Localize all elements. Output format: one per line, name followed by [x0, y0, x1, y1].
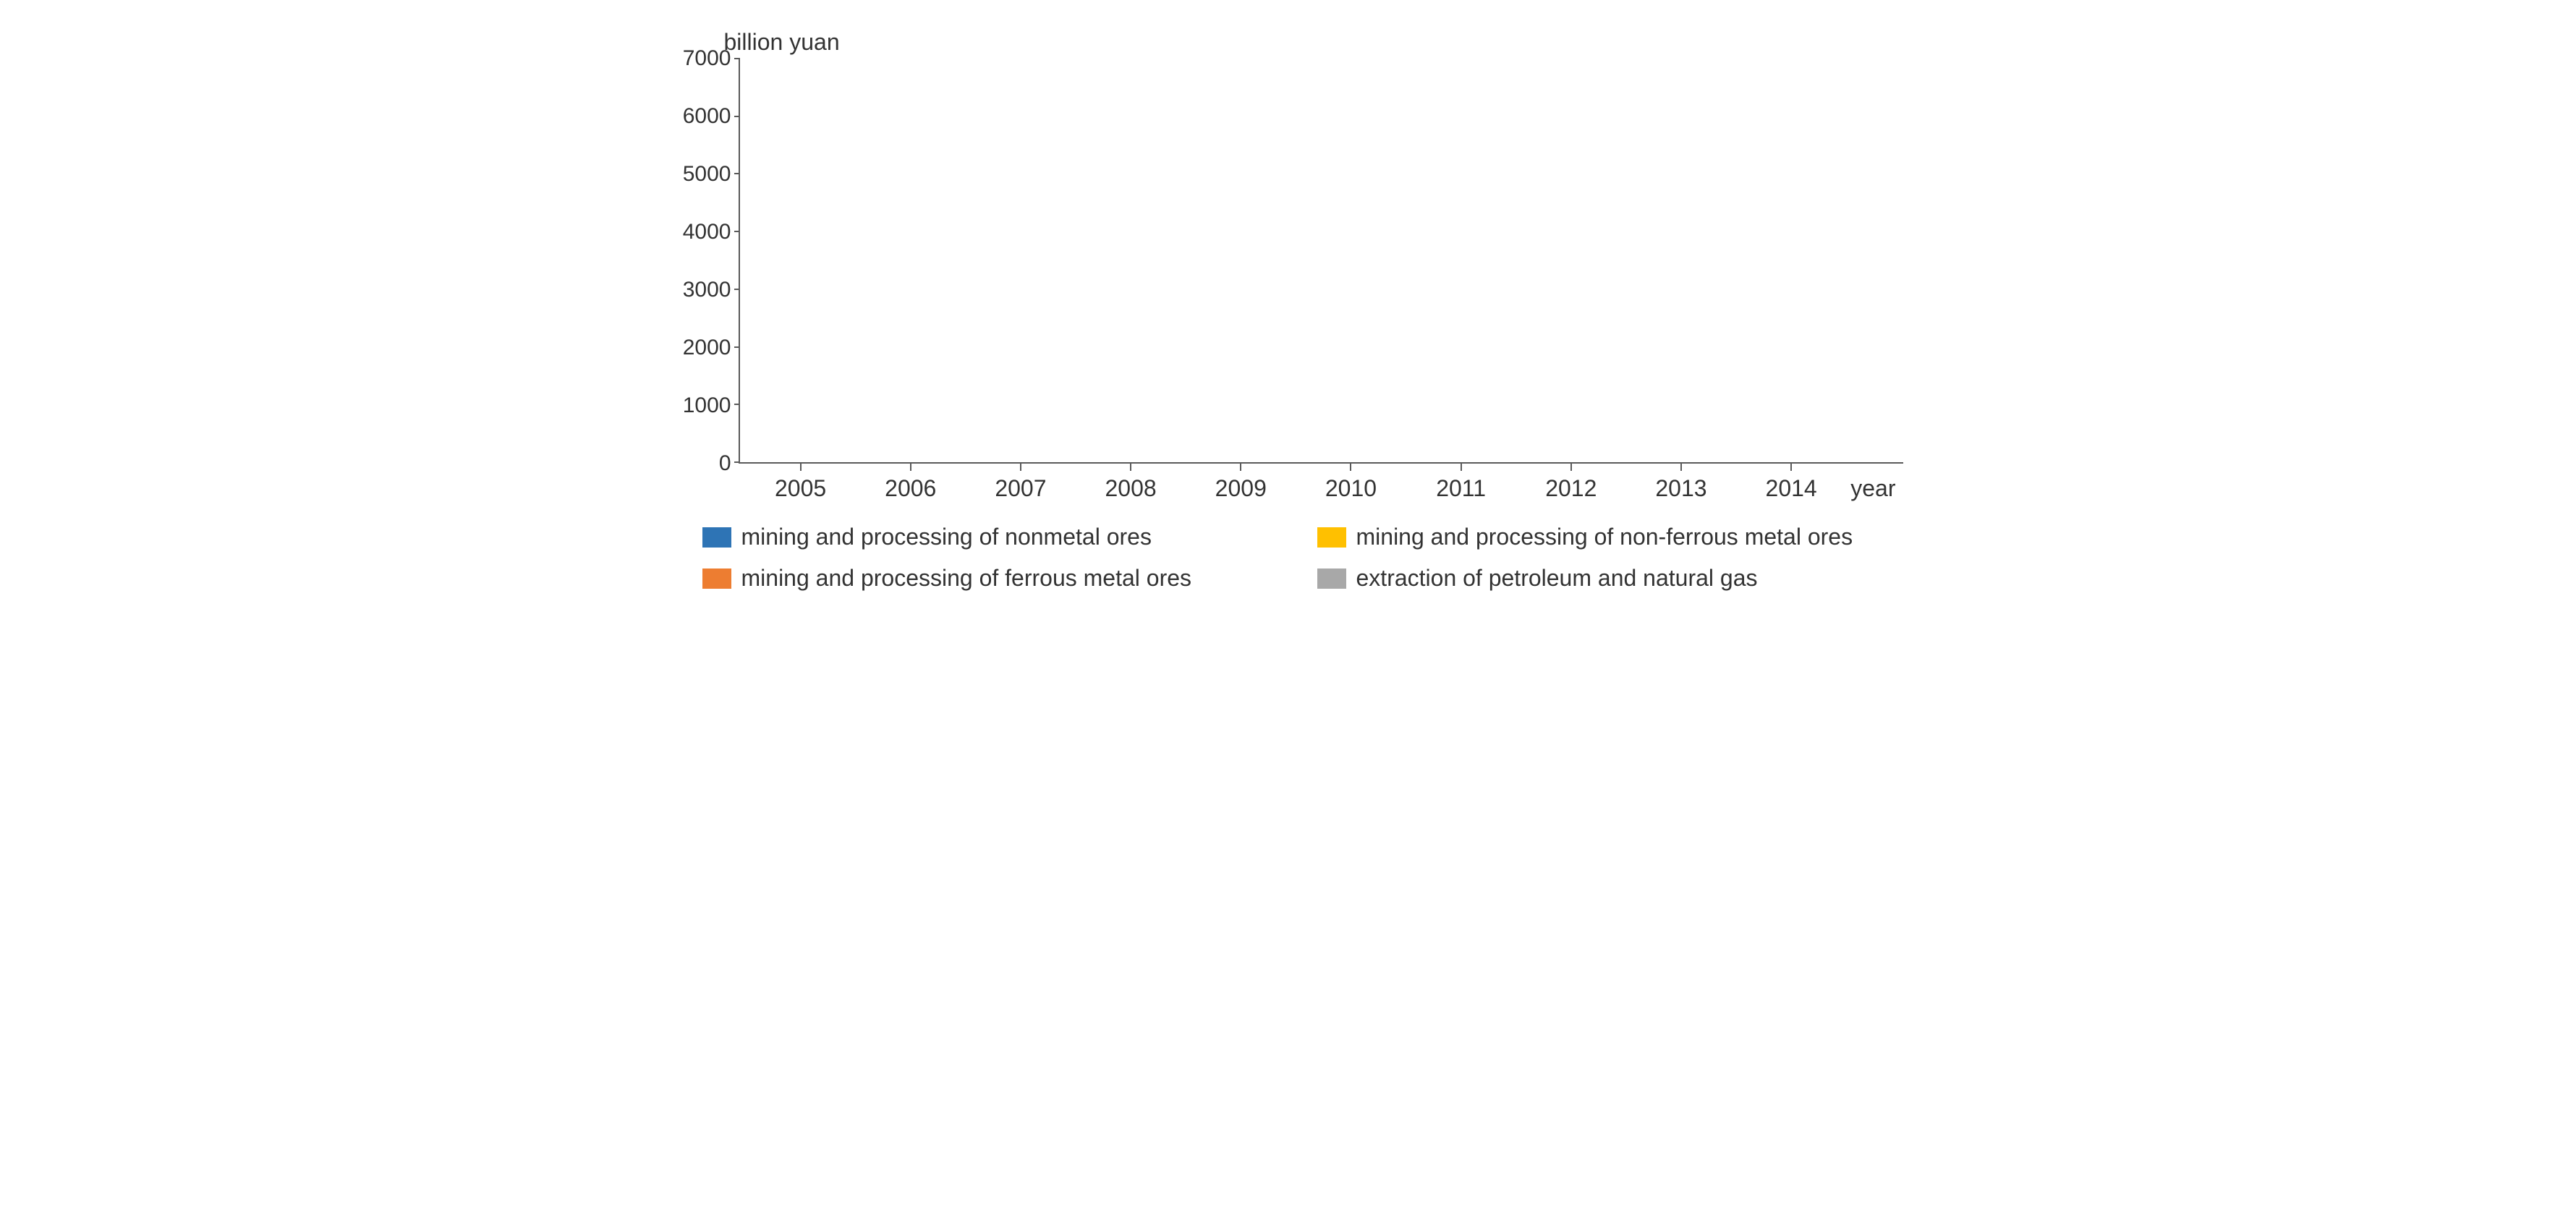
- bar-slot: [1436, 59, 1551, 462]
- y-tick-label: 0: [719, 451, 739, 476]
- y-tick-label: 1000: [683, 393, 739, 418]
- bar-slot: [1666, 59, 1781, 462]
- legend-item: mining and processing of ferrous metal o…: [702, 565, 1288, 592]
- legend-swatch: [1317, 527, 1346, 548]
- legend-label: extraction of petroleum and natural gas: [1356, 565, 1758, 592]
- legend-swatch: [702, 568, 731, 589]
- x-axis-labels: 2005200620072008200920102011201220132014: [746, 464, 1847, 502]
- y-tick-label: 6000: [683, 104, 739, 129]
- bars-container: [740, 59, 1903, 462]
- bar-slot: [1321, 59, 1436, 462]
- x-tick-label: 2011: [1406, 464, 1516, 502]
- bar-slot: [1207, 59, 1322, 462]
- legend-item: extraction of petroleum and natural gas: [1317, 565, 1903, 592]
- x-axis: 2005200620072008200920102011201220132014…: [739, 464, 1903, 502]
- y-tick-label: 2000: [683, 336, 739, 360]
- x-tick-label: 2013: [1626, 464, 1736, 502]
- legend: mining and processing of nonmetal ores mi…: [702, 524, 1903, 592]
- bar-slot: [1781, 59, 1896, 462]
- plot-row: 01000200030004000500060007000: [673, 59, 1903, 464]
- stacked-bar-chart: billion yuan 0 1000 2000 3000 4000 5000 6000 70…: [673, 29, 1903, 592]
- x-tick-label: 2005: [746, 464, 856, 502]
- bar-slot: [977, 59, 1092, 462]
- y-tick-label: 3000: [683, 278, 739, 302]
- y-tick-mark: [734, 404, 740, 405]
- legend-label: mining and processing of nonmetal ores: [741, 524, 1152, 550]
- y-tick-label: 5000: [683, 162, 739, 187]
- x-tick-label: 2014: [1736, 464, 1846, 502]
- y-tick-mark: [734, 58, 740, 59]
- legend-label: mining and processing of non-ferrous met…: [1356, 524, 1853, 550]
- legend-label: mining and processing of ferrous metal o…: [741, 565, 1192, 592]
- y-tick-mark: [734, 346, 740, 348]
- y-axis: 01000200030004000500060007000: [673, 59, 739, 464]
- y-axis-title: billion yuan: [724, 29, 1903, 56]
- y-tick-mark: [734, 231, 740, 232]
- bar-slot: [1092, 59, 1207, 462]
- bar-slot: [1551, 59, 1666, 462]
- x-tick-label: 2010: [1296, 464, 1406, 502]
- y-tick-mark: [734, 289, 740, 290]
- y-tick-mark: [734, 116, 740, 117]
- y-tick-label: 7000: [683, 46, 739, 71]
- x-tick-label: 2007: [966, 464, 1076, 502]
- x-axis-title: year: [1846, 464, 1895, 502]
- bar-slot: [747, 59, 862, 462]
- x-tick-label: 2008: [1076, 464, 1186, 502]
- y-tick-mark: [734, 173, 740, 174]
- y-tick-mark: [734, 461, 740, 463]
- y-tick-label: 4000: [683, 220, 739, 244]
- legend-item: mining and processing of non-ferrous met…: [1317, 524, 1903, 550]
- bar-slot: [862, 59, 977, 462]
- legend-swatch: [1317, 568, 1346, 589]
- legend-item: mining and processing of nonmetal ores: [702, 524, 1288, 550]
- legend-swatch: [702, 527, 731, 548]
- plot-area: [739, 59, 1903, 464]
- x-tick-label: 2009: [1186, 464, 1296, 502]
- x-tick-label: 2006: [856, 464, 966, 502]
- x-tick-label: 2012: [1516, 464, 1626, 502]
